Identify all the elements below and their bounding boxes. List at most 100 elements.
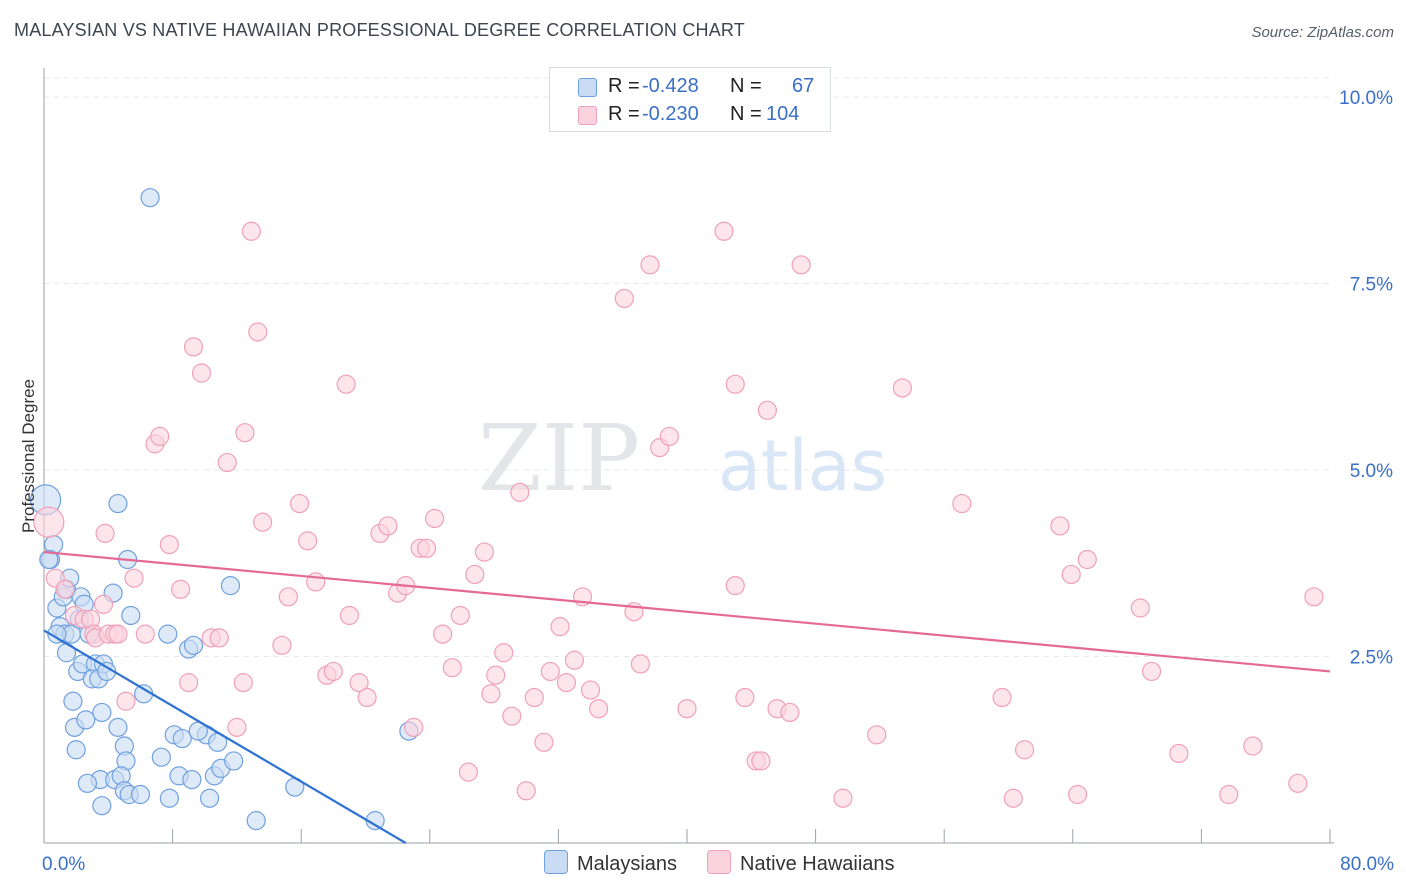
native-hawaiian-point-105 xyxy=(1288,773,1308,793)
native-hawaiian-point-19 xyxy=(171,579,191,599)
legend-item-native-hawaiians[interactable]: Native Hawaiians xyxy=(707,850,895,876)
malaysian-point-40 xyxy=(92,796,112,816)
native-hawaiian-point-47 xyxy=(404,717,424,737)
native-hawaiian-point-55 xyxy=(465,564,485,585)
axes xyxy=(43,68,1334,844)
native-hawaiian-point-25 xyxy=(217,452,237,473)
watermark-atlas: atlas xyxy=(718,425,887,507)
native-hawaiian-point-88 xyxy=(791,255,811,275)
malaysian-point-34 xyxy=(77,773,98,793)
native-hawaiian-point-39 xyxy=(336,374,356,394)
native-hawaiian-point-99 xyxy=(1077,549,1097,570)
native-hawaiian-point-95 xyxy=(1014,740,1035,760)
native-hawaiian-point-30 xyxy=(248,322,268,342)
native-hawaiian-point-50 xyxy=(425,508,445,529)
native-hawaiian-point-72 xyxy=(614,288,634,309)
native-hawaiian-point-14 xyxy=(95,523,115,544)
watermark-zip: ZIP xyxy=(478,405,640,512)
r-label: R = xyxy=(608,103,640,125)
native-hawaiian-point-40 xyxy=(339,605,360,626)
native-hawaiian-point-82 xyxy=(735,687,755,708)
native-hawaiian-point-77 xyxy=(659,426,679,447)
native-hawaiian-point-0 xyxy=(33,506,65,538)
native-hawaiian-point-80 xyxy=(725,374,745,394)
native-hawaiian-point-18 xyxy=(159,534,179,555)
native-hawaiian-point-61 xyxy=(510,482,530,502)
native-hawaiian-point-59 xyxy=(494,643,514,663)
malaysians-n-value: 67 xyxy=(792,75,815,97)
native-hawaiian-point-22 xyxy=(191,363,212,383)
malaysian-point-46 xyxy=(172,728,192,749)
malaysian-point-57 xyxy=(246,811,266,831)
native-hawaiian-point-98 xyxy=(1068,784,1088,805)
legend-item-malaysians[interactable]: Malaysians xyxy=(544,850,677,876)
y-tick-label-2: 7.5% xyxy=(1350,275,1393,296)
native-hawaiian-point-101 xyxy=(1141,661,1162,682)
stats-box: R = -0.428 N = 67 R = -0.230 N = 104 xyxy=(549,67,831,132)
stats-row-malaysians: R = -0.428 N = 67 xyxy=(550,72,830,100)
native-hawaiian-point-38 xyxy=(323,661,343,682)
chart-title: MALAYSIAN VS NATIVE HAWAIIAN PROFESSIONA… xyxy=(14,20,746,40)
malaysian-point-19 xyxy=(66,740,86,760)
y-tick-label-0: 2.5% xyxy=(1350,648,1393,669)
native-hawaiian-point-58 xyxy=(486,665,506,685)
n-label: N = xyxy=(730,103,762,125)
native-hawaiian-point-89 xyxy=(833,788,853,808)
native-hawaiian-point-62 xyxy=(516,781,536,801)
trend-lines xyxy=(43,550,1331,844)
malaysians-legend-icon xyxy=(544,850,568,874)
native-hawaiian-point-29 xyxy=(241,221,261,241)
native-hawaiian-point-91 xyxy=(892,378,913,398)
native-hawaiian-point-81 xyxy=(725,576,745,596)
native-hawaiian-point-17 xyxy=(150,426,170,447)
native-hawaiians-legend-icon xyxy=(707,850,731,874)
native-hawaiian-point-65 xyxy=(540,661,560,682)
malaysian-point-27 xyxy=(92,702,112,723)
stats-row-native-hawaiians: R = -0.230 N = 104 xyxy=(550,100,830,128)
malaysian-point-42 xyxy=(158,624,178,644)
malaysian-point-51 xyxy=(199,788,220,808)
native-hawaiian-point-57 xyxy=(481,684,501,704)
malaysians-points xyxy=(30,188,419,831)
native-hawaiian-point-31 xyxy=(253,512,273,532)
native-hawaiian-point-35 xyxy=(298,531,318,551)
native-hawaiians-r-value: -0.230 xyxy=(642,103,699,125)
native-hawaiian-point-28 xyxy=(235,423,255,443)
x-tick-label-max: 80.0% xyxy=(1340,854,1394,875)
native-hawaiian-point-60 xyxy=(502,706,522,726)
native-hawaiian-point-33 xyxy=(278,587,298,607)
native-hawaiian-point-27 xyxy=(233,673,253,693)
native-hawaiians-points xyxy=(33,221,1324,808)
legend: Malaysians Native Hawaiians xyxy=(0,850,1406,878)
native-hawaiian-point-75 xyxy=(640,255,660,275)
native-hawaiian-point-54 xyxy=(458,762,478,782)
native-hawaiian-point-24 xyxy=(209,628,229,648)
native-hawaiian-point-66 xyxy=(550,617,570,637)
native-hawaiian-point-67 xyxy=(556,673,577,693)
native-hawaiian-point-97 xyxy=(1061,564,1081,585)
native-hawaiian-point-74 xyxy=(630,654,650,674)
native-hawaiian-point-96 xyxy=(1050,516,1070,536)
native-hawaiian-point-85 xyxy=(757,400,777,420)
r-label: R = xyxy=(608,75,640,97)
y-tick-label-3: 10.0% xyxy=(1339,88,1393,109)
native-hawaiian-point-26 xyxy=(227,717,247,737)
legend-label-native-hawaiians: Native Hawaiians xyxy=(740,853,895,875)
native-hawaiian-point-100 xyxy=(1130,598,1150,618)
native-hawaiian-point-21 xyxy=(183,337,204,357)
source-label: Source: ZipAtlas.com xyxy=(1251,24,1394,41)
native-hawaiian-point-63 xyxy=(524,687,544,708)
native-hawaiian-point-13 xyxy=(124,568,144,588)
native-hawaiian-point-104 xyxy=(1243,736,1263,756)
axis-labels: Professional Degree 0.0% 80.0% 2.5% 5.0% 7… xyxy=(19,88,1394,875)
malaysian-point-62 xyxy=(108,493,128,514)
native-hawaiian-point-94 xyxy=(1003,788,1023,808)
native-hawaiian-point-20 xyxy=(179,673,199,693)
malaysian-point-32 xyxy=(121,605,141,626)
malaysian-point-41 xyxy=(151,747,171,767)
native-hawaiian-point-52 xyxy=(442,658,462,678)
malaysian-point-18 xyxy=(76,710,96,730)
malaysian-point-48 xyxy=(183,635,204,655)
native-hawaiian-point-34 xyxy=(289,493,310,514)
